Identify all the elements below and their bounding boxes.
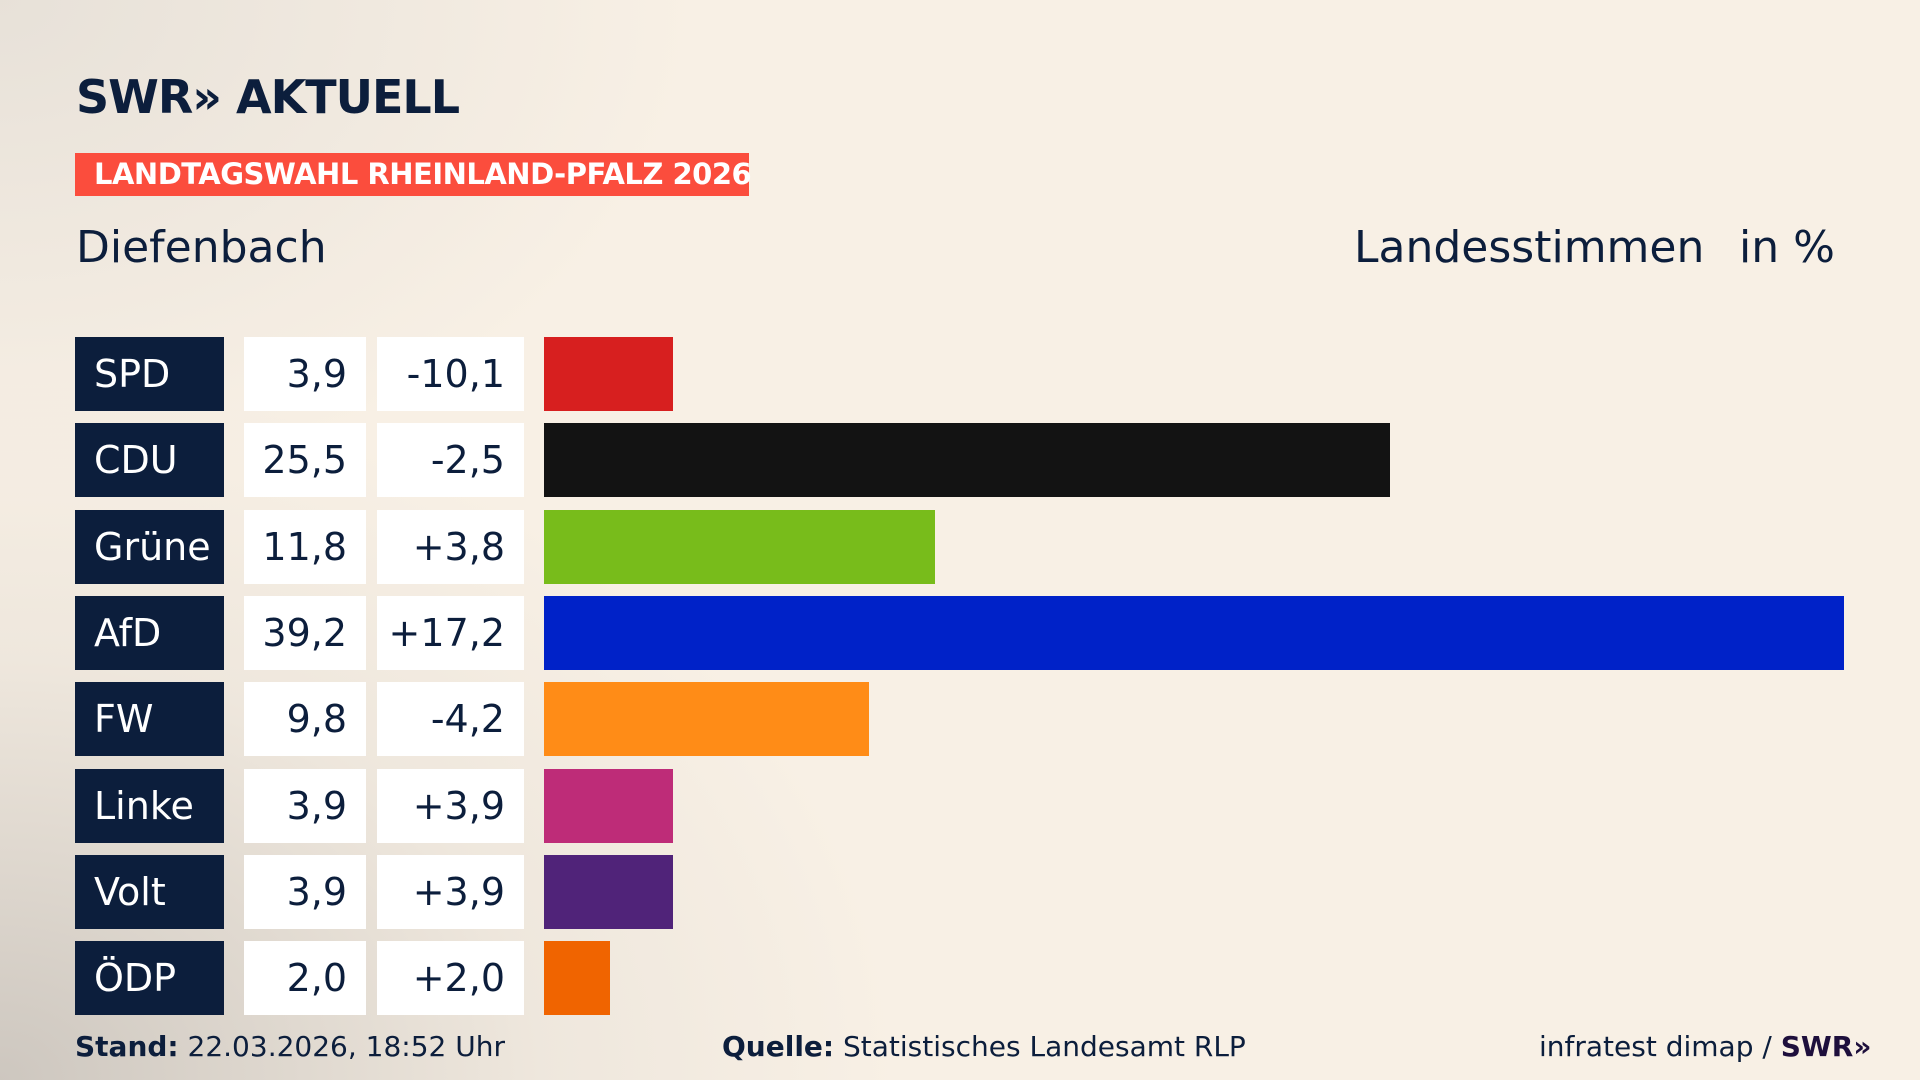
value-label: 3,9 bbox=[244, 337, 366, 411]
change-label: +3,8 bbox=[377, 510, 524, 584]
bar-grüne bbox=[544, 510, 936, 584]
bar-fw bbox=[544, 682, 869, 756]
value-label: 25,5 bbox=[244, 423, 366, 497]
value-label: 3,9 bbox=[244, 855, 366, 929]
credit: infratest dimap / SWR» bbox=[1539, 1030, 1871, 1063]
place-title: Diefenbach bbox=[76, 222, 327, 273]
source-label: Quelle: bbox=[722, 1030, 835, 1063]
party-label: AfD bbox=[75, 596, 224, 670]
change-label: -4,2 bbox=[377, 682, 524, 756]
change-label: +3,9 bbox=[377, 769, 524, 843]
bar-cdu bbox=[544, 423, 1390, 497]
change-label: -10,1 bbox=[377, 337, 524, 411]
bar-ödp bbox=[544, 941, 611, 1015]
party-label: Linke bbox=[75, 769, 224, 843]
change-label: +2,0 bbox=[377, 941, 524, 1015]
party-label: FW bbox=[75, 682, 224, 756]
value-label: 39,2 bbox=[244, 596, 366, 670]
change-label: +17,2 bbox=[377, 596, 524, 670]
value-label: 3,9 bbox=[244, 769, 366, 843]
party-label: Grüne bbox=[75, 510, 224, 584]
source: Quelle: Statistisches Landesamt RLP bbox=[722, 1030, 1246, 1063]
value-label: 2,0 bbox=[244, 941, 366, 1015]
unit-label: in % bbox=[1739, 222, 1835, 273]
party-label: CDU bbox=[75, 423, 224, 497]
swr-aktuell-logo: SWR» AKTUELL bbox=[76, 70, 460, 124]
swr-logo: SWR» bbox=[1780, 1030, 1872, 1063]
bar-linke bbox=[544, 769, 674, 843]
change-label: +3,9 bbox=[377, 855, 524, 929]
stand-value: 22.03.2026, 18:52 Uhr bbox=[187, 1030, 505, 1063]
timestamp: Stand: 22.03.2026, 18:52 Uhr bbox=[75, 1030, 505, 1063]
bar-afd bbox=[544, 596, 1844, 670]
credit-text: infratest dimap / bbox=[1539, 1030, 1772, 1063]
party-label: Volt bbox=[75, 855, 224, 929]
party-label: ÖDP bbox=[75, 941, 224, 1015]
election-banner: LANDTAGSWAHL RHEINLAND-PFALZ 2026 bbox=[75, 153, 752, 196]
value-label: 11,8 bbox=[244, 510, 366, 584]
bar-volt bbox=[544, 855, 674, 929]
source-value: Statistisches Landesamt RLP bbox=[843, 1030, 1246, 1063]
stand-label: Stand: bbox=[75, 1030, 179, 1063]
bar-spd bbox=[544, 337, 674, 411]
change-label: -2,5 bbox=[377, 423, 524, 497]
metric-label: Landesstimmen bbox=[1354, 222, 1705, 273]
party-label: SPD bbox=[75, 337, 224, 411]
value-label: 9,8 bbox=[244, 682, 366, 756]
